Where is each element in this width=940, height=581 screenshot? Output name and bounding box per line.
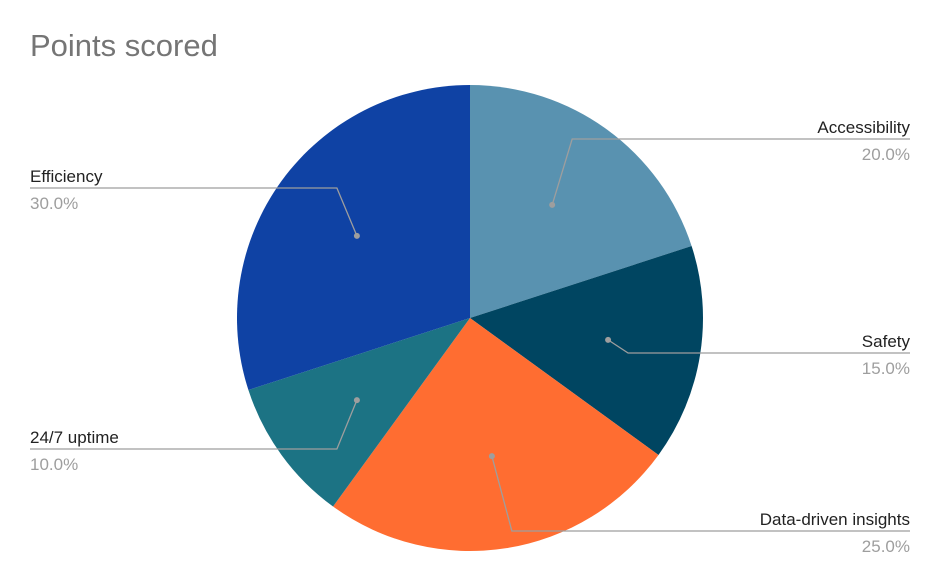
leader-line [551,138,910,206]
slice-name-label: Data-driven insights [760,510,910,529]
slice-percent-label: 25.0% [862,537,910,556]
slice-percent-label: 30.0% [30,194,78,213]
slice-percent-label: 15.0% [862,359,910,378]
leader-line [607,339,910,354]
leader-lines [30,138,910,532]
slice-name-label: Accessibility [817,118,910,137]
leader-line [491,455,910,532]
slice-percent-label: 20.0% [862,145,910,164]
pie-slice-efficiency [236,85,470,391]
slice-name-label: 24/7 uptime [30,428,119,447]
leader-line [30,399,358,450]
pie-slice-data-driven-insights [333,318,659,551]
slice-percent-label: 10.0% [30,455,78,474]
slice-labels: Accessibility 20.0% Safety 15.0% Data-driven… [30,118,910,556]
pie-slices [236,85,703,551]
slice-name-label: Safety [862,332,911,351]
leader-line [30,187,358,237]
pie-slice-safety [470,245,703,455]
chart-title: Points scored [30,28,218,63]
slice-name-label: Efficiency [30,167,103,186]
pie-slice-24-7-uptime [248,318,470,507]
pie-slice-accessibility [470,85,692,318]
